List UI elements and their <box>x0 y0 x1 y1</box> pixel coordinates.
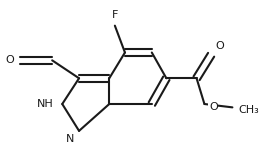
Text: O: O <box>215 41 224 51</box>
Text: O: O <box>6 55 15 65</box>
Text: N: N <box>66 134 74 144</box>
Text: F: F <box>112 10 118 20</box>
Text: O: O <box>209 102 218 112</box>
Text: CH₃: CH₃ <box>238 105 259 115</box>
Text: NH: NH <box>37 99 54 109</box>
